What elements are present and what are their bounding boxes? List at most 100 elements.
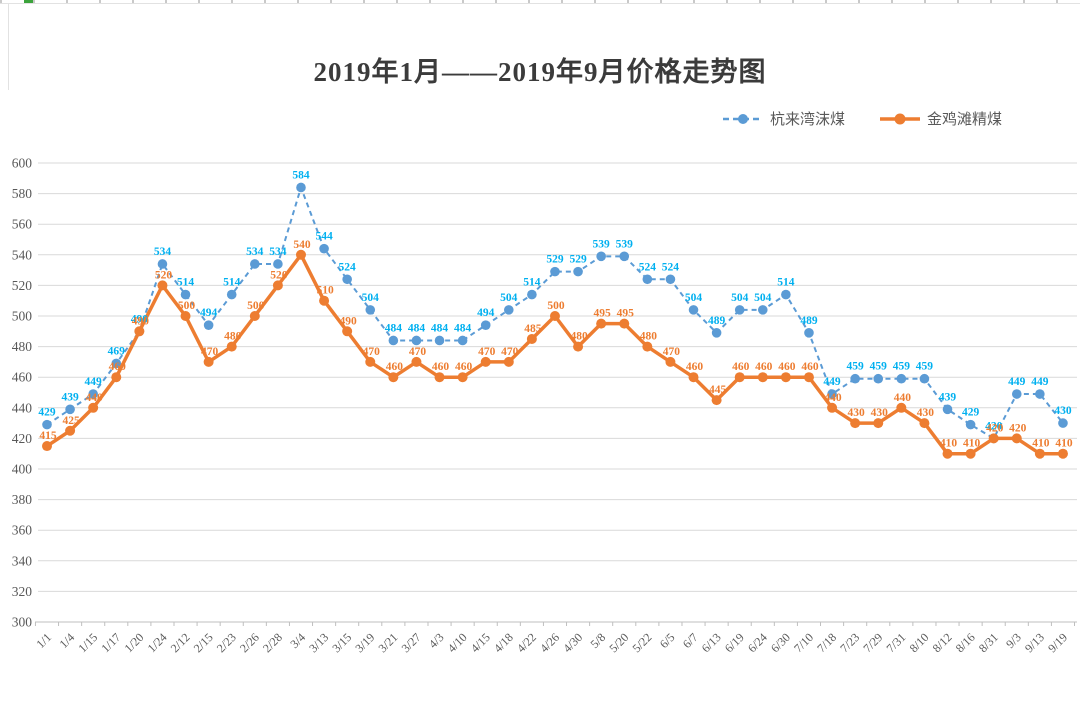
data-point-hanglaiwan[interactable] [688, 305, 699, 315]
data-point-hanglaiwan[interactable] [642, 274, 653, 285]
data-point-hanglaiwan[interactable] [527, 289, 537, 300]
data-point-hanglaiwan[interactable] [1035, 389, 1045, 399]
data-point-jinjitan[interactable] [965, 448, 976, 459]
data-point-hanglaiwan[interactable] [850, 373, 860, 384]
data-point-hanglaiwan[interactable] [388, 335, 399, 346]
data-label-jinjitan: 470 [363, 346, 381, 358]
data-point-hanglaiwan[interactable] [1011, 389, 1022, 399]
data-point-jinjitan[interactable] [111, 372, 122, 383]
data-point-jinjitan[interactable] [134, 326, 145, 337]
data-point-hanglaiwan[interactable] [65, 404, 75, 415]
data-point-hanglaiwan[interactable] [411, 335, 422, 346]
data-point-hanglaiwan[interactable] [804, 328, 814, 338]
data-point-hanglaiwan[interactable] [550, 266, 560, 277]
data-point-jinjitan[interactable] [1057, 448, 1068, 459]
data-point-hanglaiwan[interactable] [273, 259, 283, 269]
data-point-jinjitan[interactable] [365, 356, 376, 367]
data-point-hanglaiwan[interactable] [157, 259, 168, 269]
data-point-hanglaiwan[interactable] [919, 373, 930, 384]
data-point-hanglaiwan[interactable] [573, 266, 583, 277]
data-point-hanglaiwan[interactable] [457, 335, 468, 346]
data-point-jinjitan[interactable] [503, 356, 514, 367]
legend-item-hanglaiwan[interactable]: 杭来湾沫煤 [722, 108, 845, 129]
data-point-jinjitan[interactable] [549, 311, 560, 321]
data-point-jinjitan[interactable] [226, 341, 237, 352]
x-axis-category-label: 9/13 [1022, 630, 1047, 655]
data-point-jinjitan[interactable] [1011, 433, 1022, 444]
data-point-jinjitan[interactable] [180, 311, 191, 321]
data-point-jinjitan[interactable] [573, 341, 584, 352]
x-axis-category-label: 4/22 [514, 630, 539, 655]
data-point-jinjitan[interactable] [596, 318, 607, 329]
data-point-hanglaiwan[interactable] [250, 259, 260, 269]
data-point-jinjitan[interactable] [319, 295, 330, 306]
data-point-hanglaiwan[interactable] [757, 305, 768, 315]
data-point-jinjitan[interactable] [157, 280, 168, 291]
legend-item-jinjitan[interactable]: 金鸡滩精煤 [879, 108, 1002, 129]
data-point-jinjitan[interactable] [711, 395, 722, 406]
data-point-jinjitan[interactable] [827, 402, 838, 413]
data-label-jinjitan: 440 [894, 392, 912, 404]
data-point-jinjitan[interactable] [665, 356, 676, 367]
data-point-hanglaiwan[interactable] [42, 419, 52, 430]
data-point-jinjitan[interactable] [203, 356, 214, 367]
data-point-jinjitan[interactable] [388, 372, 399, 383]
data-point-jinjitan[interactable] [272, 280, 283, 291]
data-point-hanglaiwan[interactable] [734, 305, 745, 315]
data-point-jinjitan[interactable] [803, 372, 814, 383]
data-point-hanglaiwan[interactable] [827, 389, 837, 399]
data-point-jinjitan[interactable] [942, 448, 953, 459]
data-point-jinjitan[interactable] [65, 425, 76, 436]
data-point-hanglaiwan[interactable] [665, 274, 676, 285]
data-point-jinjitan[interactable] [342, 326, 353, 337]
data-point-jinjitan[interactable] [780, 372, 791, 383]
data-point-jinjitan[interactable] [411, 356, 422, 367]
data-point-jinjitan[interactable] [249, 311, 260, 321]
data-point-hanglaiwan[interactable] [965, 419, 976, 430]
data-point-jinjitan[interactable] [457, 372, 468, 383]
data-point-hanglaiwan[interactable] [365, 305, 376, 315]
data-point-hanglaiwan[interactable] [873, 373, 884, 384]
data-point-hanglaiwan[interactable] [942, 404, 953, 415]
data-point-hanglaiwan[interactable] [342, 274, 352, 285]
data-point-jinjitan[interactable] [42, 441, 52, 452]
data-point-hanglaiwan[interactable] [434, 335, 445, 346]
data-point-jinjitan[interactable] [734, 372, 745, 383]
data-label-jinjitan: 490 [132, 315, 150, 327]
data-point-hanglaiwan[interactable] [180, 289, 191, 300]
data-label-jinjitan: 460 [109, 361, 127, 373]
data-point-jinjitan[interactable] [688, 372, 699, 383]
data-point-jinjitan[interactable] [919, 418, 930, 429]
data-point-jinjitan[interactable] [88, 402, 99, 413]
data-point-hanglaiwan[interactable] [711, 328, 722, 338]
data-point-jinjitan[interactable] [896, 402, 907, 413]
data-point-hanglaiwan[interactable] [1058, 418, 1068, 428]
data-point-jinjitan[interactable] [1034, 448, 1045, 459]
data-point-jinjitan[interactable] [873, 418, 884, 429]
data-point-hanglaiwan[interactable] [596, 251, 606, 262]
data-point-jinjitan[interactable] [526, 333, 537, 344]
data-point-jinjitan[interactable] [434, 372, 445, 383]
data-point-hanglaiwan[interactable] [504, 305, 514, 315]
data-point-hanglaiwan[interactable] [111, 358, 122, 369]
data-label-jinjitan: 485 [524, 323, 542, 335]
data-point-hanglaiwan[interactable] [88, 389, 98, 399]
data-point-hanglaiwan[interactable] [226, 289, 237, 300]
data-point-hanglaiwan[interactable] [781, 289, 791, 300]
data-point-hanglaiwan[interactable] [480, 320, 491, 330]
data-point-hanglaiwan[interactable] [203, 320, 214, 330]
data-label-jinjitan: 460 [732, 361, 750, 373]
data-point-jinjitan[interactable] [988, 433, 999, 444]
data-point-jinjitan[interactable] [850, 418, 861, 429]
data-point-hanglaiwan[interactable] [319, 243, 329, 254]
data-point-jinjitan[interactable] [619, 318, 630, 329]
data-point-jinjitan[interactable] [642, 341, 653, 352]
data-point-jinjitan[interactable] [480, 356, 491, 367]
data-point-hanglaiwan[interactable] [296, 182, 306, 193]
data-point-jinjitan[interactable] [757, 372, 768, 383]
data-label-hanglaiwan: 429 [38, 407, 56, 419]
data-point-hanglaiwan[interactable] [619, 251, 630, 262]
data-point-jinjitan[interactable] [295, 249, 306, 260]
data-point-hanglaiwan[interactable] [896, 373, 907, 384]
